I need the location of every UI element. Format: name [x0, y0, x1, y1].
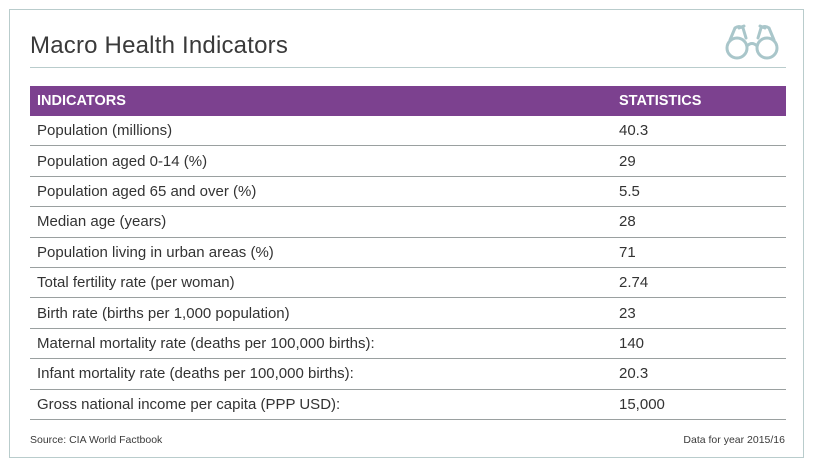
statistic-cell: 20.3 — [619, 358, 786, 390]
table-row: Total fertility rate (per woman) 2.74 — [30, 267, 786, 299]
title-divider — [30, 67, 786, 68]
statistic-cell: 2.74 — [619, 267, 786, 299]
statistic-cell: 15,000 — [619, 389, 786, 420]
source-note: Source: CIA World Factbook — [30, 434, 163, 446]
statistic-cell: 140 — [619, 328, 786, 360]
indicator-card: Macro Health Indicators INDICATORS STATI… — [9, 9, 804, 458]
indicator-cell: Gross national income per capita (PPP US… — [30, 389, 619, 420]
statistic-cell: 29 — [619, 145, 786, 177]
column-header-statistics: STATISTICS — [619, 86, 786, 116]
table-row: Population aged 65 and over (%) 5.5 — [30, 176, 786, 208]
statistic-cell: 71 — [619, 237, 786, 268]
indicator-cell: Birth rate (births per 1,000 population) — [30, 297, 619, 329]
table-row: Birth rate (births per 1,000 population)… — [30, 297, 786, 329]
indicator-cell: Infant mortality rate (deaths per 100,00… — [30, 358, 619, 390]
indicator-cell: Maternal mortality rate (deaths per 100,… — [30, 328, 619, 360]
indicator-cell: Population (millions) — [30, 116, 619, 147]
column-header-indicators: INDICATORS — [30, 86, 619, 116]
indicator-cell: Population aged 0-14 (%) — [30, 145, 619, 177]
indicator-cell: Population living in urban areas (%) — [30, 237, 619, 268]
statistic-cell: 23 — [619, 297, 786, 329]
indicator-cell: Population aged 65 and over (%) — [30, 176, 619, 208]
indicators-table: INDICATORS STATISTICS Population (millio… — [30, 86, 786, 420]
indicator-cell: Median age (years) — [30, 206, 619, 238]
table-row: Population living in urban areas (%) 71 — [30, 237, 786, 268]
binoculars-icon — [725, 24, 779, 60]
table-row: Population (millions) 40.3 — [30, 116, 786, 147]
statistic-cell: 5.5 — [619, 176, 786, 208]
table-body: Population (millions) 40.3 Population aged… — [30, 116, 786, 420]
statistic-cell: 28 — [619, 206, 786, 238]
table-row: Population aged 0-14 (%) 29 — [30, 145, 786, 177]
data-year-note: Data for year 2015/16 — [683, 434, 785, 446]
page-title: Macro Health Indicators — [30, 32, 289, 59]
table-row: Maternal mortality rate (deaths per 100,… — [30, 328, 786, 360]
table-row: Infant mortality rate (deaths per 100,00… — [30, 358, 786, 390]
statistic-cell: 40.3 — [619, 116, 786, 147]
table-header-row: INDICATORS STATISTICS — [30, 86, 786, 116]
table-row: Gross national income per capita (PPP US… — [30, 389, 786, 420]
table-row: Median age (years) 28 — [30, 206, 786, 238]
indicator-cell: Total fertility rate (per woman) — [30, 267, 619, 299]
